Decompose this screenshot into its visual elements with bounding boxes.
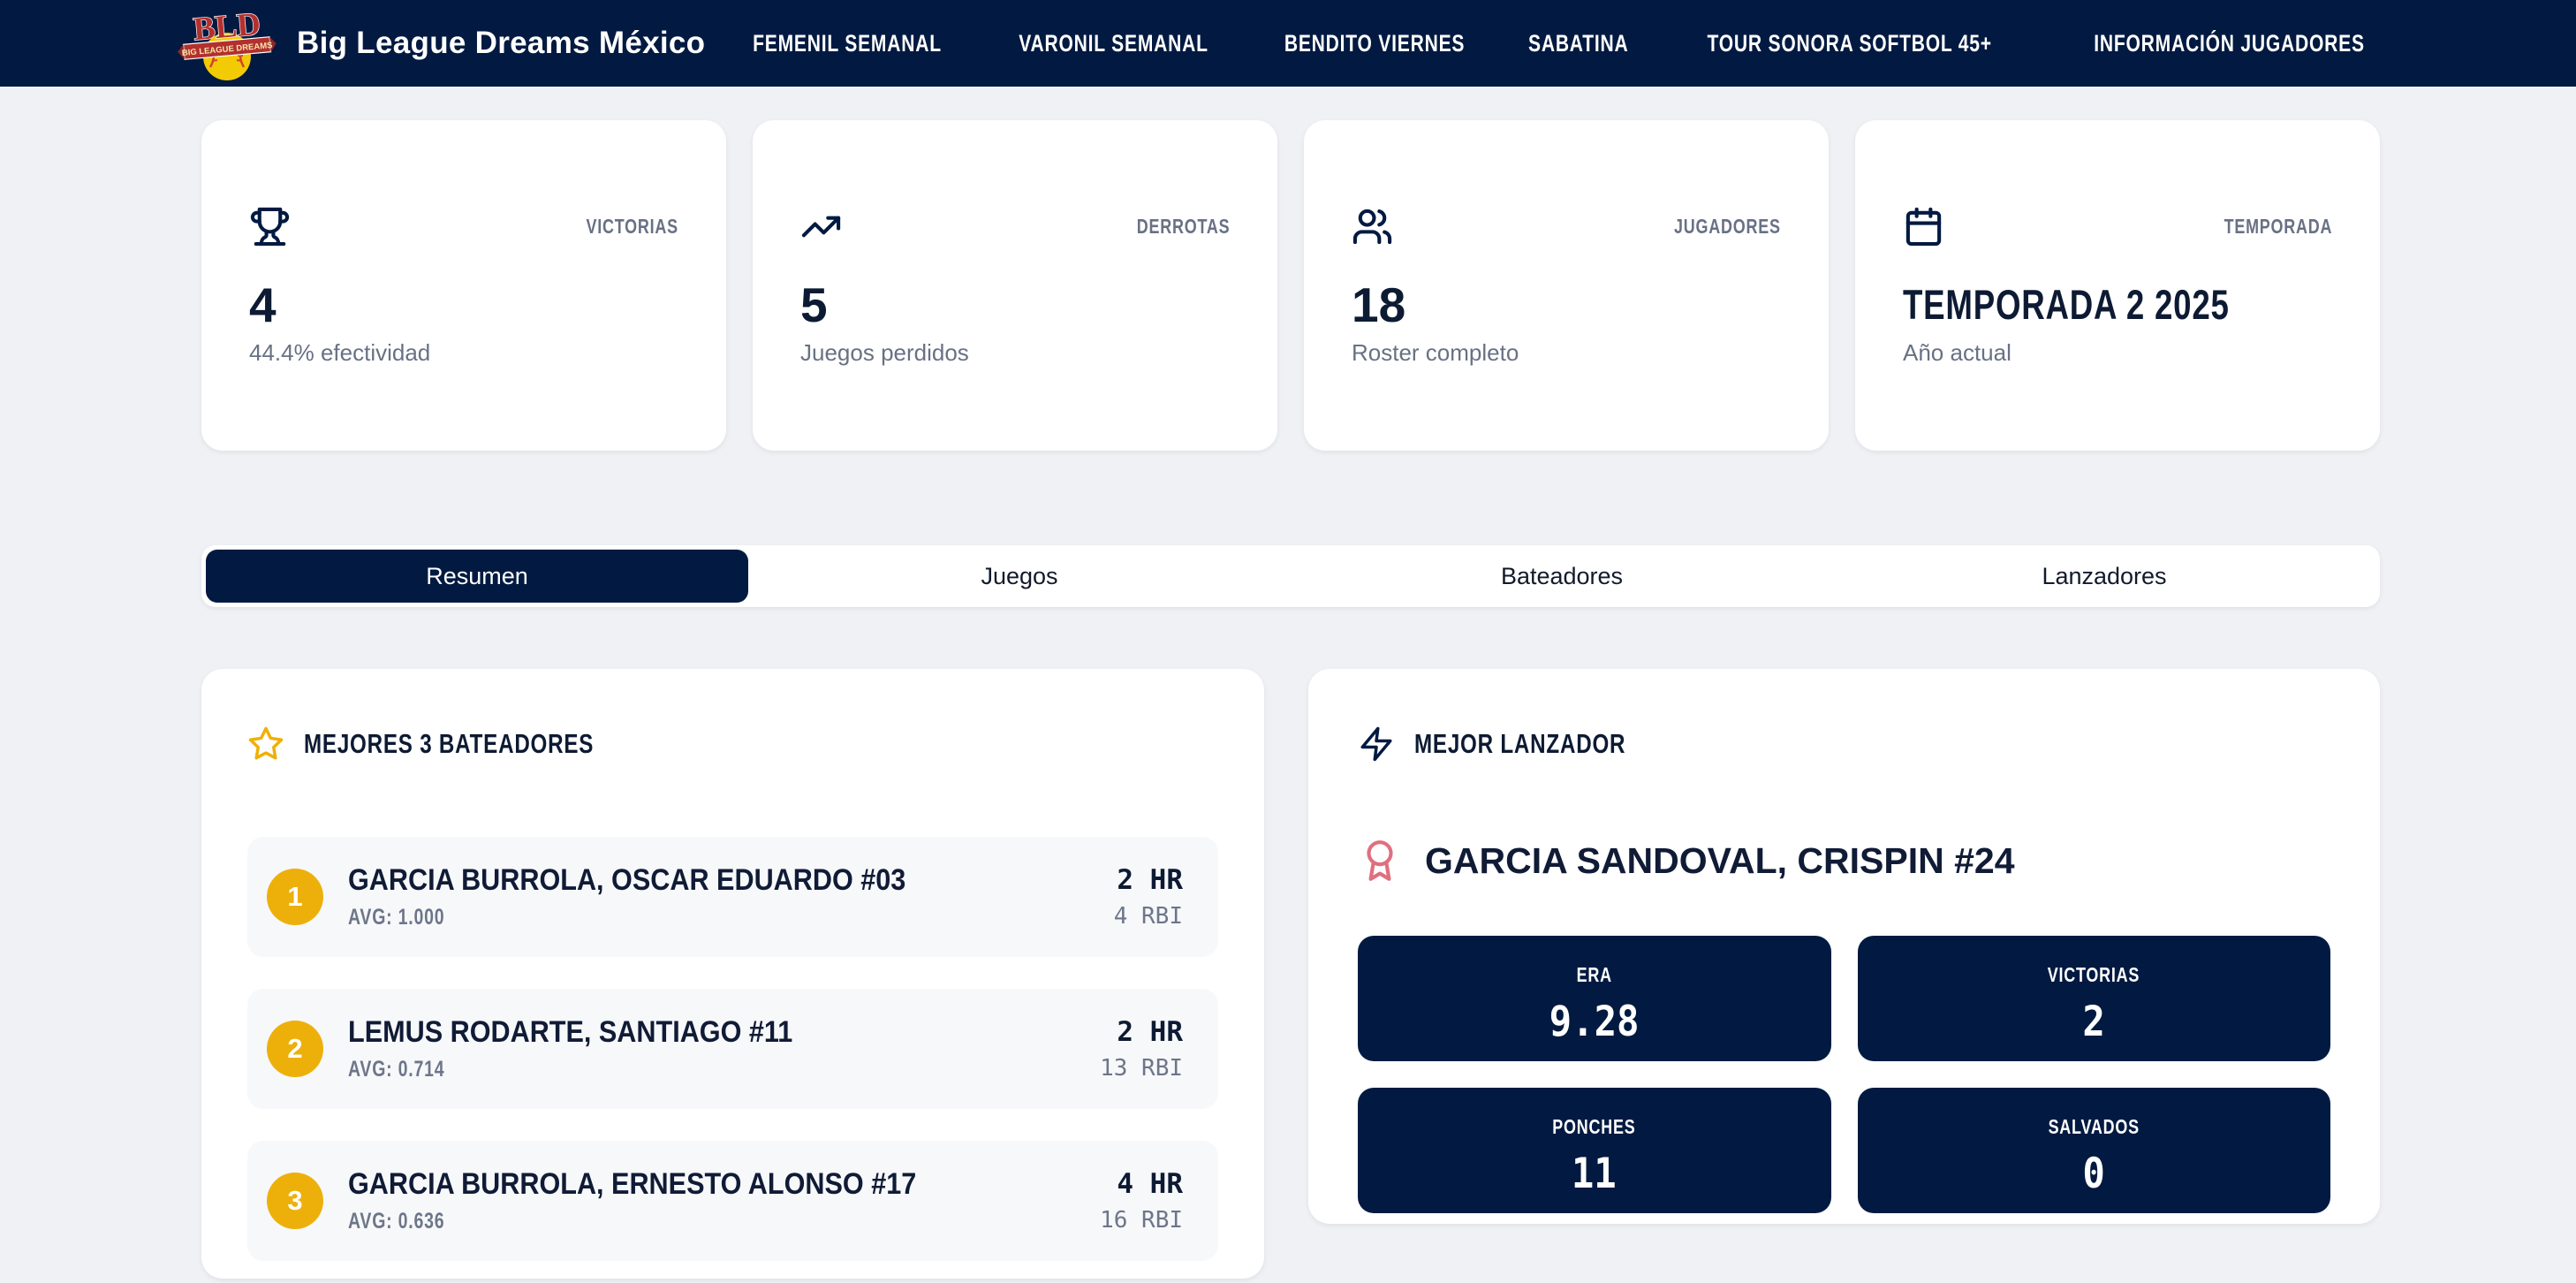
stat-card-subtext: Roster completo <box>1352 339 1519 366</box>
batter-rbi: 16 RBI <box>1100 1207 1183 1234</box>
award-medal-icon <box>1367 840 1393 881</box>
pitcher-name: GARCIA SANDOVAL, CRISPIN #24 <box>1425 839 2015 881</box>
batter-hr: 2 HR <box>1117 864 1183 896</box>
trophy-icon <box>249 206 291 247</box>
stat-card-value: 5 <box>800 277 828 332</box>
stat-card-label: JUGADORES <box>1674 214 1781 238</box>
stat-card-victorias: VICTORIAS 4 44.4% efectividad <box>201 120 726 451</box>
nav-item-bendito-viernes[interactable]: BENDITO VIERNES <box>1284 29 1466 57</box>
tab-resumen[interactable]: Resumen <box>206 550 748 603</box>
pitcher-stats-grid: ERA 9.28 VICTORIAS 2 PONCHES 11 SALVADOS… <box>1358 936 2330 1213</box>
rank-badge: 2 <box>267 1021 323 1077</box>
batter-list: 1 GARCIA BURROLA, OSCAR EDUARDO #03 AVG:… <box>247 837 1218 1261</box>
stat-card-subtext: 44.4% efectividad <box>249 339 431 366</box>
batter-hr: 4 HR <box>1117 1168 1183 1200</box>
nav-item-femenil-semanal[interactable]: FEMENIL SEMANAL <box>753 29 942 57</box>
batter-row-2: 2 LEMUS RODARTE, SANTIAGO #11 AVG: 0.714… <box>247 989 1218 1109</box>
stat-card-value: 4 <box>249 277 277 332</box>
main-nav: FEMENIL SEMANAL VARONIL SEMANAL BENDITO … <box>726 30 2403 57</box>
batter-avg: AVG: 1.000 <box>348 905 445 930</box>
top-navbar: BLD BIG LEAGUE DREAMS Big League Dreams … <box>0 0 2576 87</box>
stat-card-value: 18 <box>1352 277 1406 332</box>
nav-item-tour-sonora-softbol[interactable]: TOUR SONORA SOFTBOL 45+ <box>1707 29 1992 57</box>
batter-rbi: 4 RBI <box>1113 903 1183 930</box>
tab-bateadores[interactable]: Bateadores <box>1500 562 1624 589</box>
stats-summary-row: VICTORIAS 4 44.4% efectividad DERROTAS 5… <box>0 87 2576 451</box>
best-batters-panel: MEJORES 3 BATEADORES 1 GARCIA BURROLA, O… <box>201 669 1264 1279</box>
star-icon <box>248 726 284 760</box>
stat-card-subtext: Juegos perdidos <box>800 339 969 366</box>
batter-row-1: 1 GARCIA BURROLA, OSCAR EDUARDO #03 AVG:… <box>247 837 1218 957</box>
stat-card-derrotas: DERROTAS 5 Juegos perdidos <box>753 120 1277 451</box>
calendar-icon <box>1903 206 1944 247</box>
site-title: Big League Dreams México <box>297 26 706 60</box>
pitcher-stat-ponches: PONCHES 11 <box>1358 1088 1831 1213</box>
nav-item-varonil-semanal[interactable]: VARONIL SEMANAL <box>1019 29 1208 57</box>
stat-card-label: DERROTAS <box>1136 214 1230 238</box>
zap-icon <box>1360 726 1392 762</box>
users-icon <box>1352 206 1393 247</box>
stat-card-value: TEMPORADA 2 2025 <box>1903 281 2230 328</box>
batter-name: LEMUS RODARTE, SANTIAGO #11 <box>348 1015 793 1049</box>
nav-item-informacion-jugadores[interactable]: INFORMACIÓN JUGADORES <box>2094 29 2365 57</box>
bld-logo[interactable]: BLD BIG LEAGUE DREAMS <box>175 2 279 85</box>
batter-row-3: 3 GARCIA BURROLA, ERNESTO ALONSO #17 AVG… <box>247 1141 1218 1261</box>
stat-card-label: TEMPORADA <box>2224 214 2332 238</box>
nav-item-sabatina[interactable]: SABATINA <box>1528 29 1629 57</box>
rank-badge: 1 <box>267 869 323 925</box>
tab-lanzadores[interactable]: Lanzadores <box>2042 562 2167 589</box>
stat-card-jugadores: JUGADORES 18 Roster completo <box>1304 120 1829 451</box>
pitcher-stat-era: ERA 9.28 <box>1358 936 1831 1061</box>
best-pitcher-panel: MEJOR LANZADOR GARCIA SANDOVAL, CRISPIN … <box>1308 669 2380 1224</box>
batter-name: GARCIA BURROLA, OSCAR EDUARDO #03 <box>348 863 906 897</box>
rank-badge: 3 <box>267 1173 323 1229</box>
tab-juegos[interactable]: Juegos <box>981 562 1058 589</box>
trending-up-icon <box>800 206 842 247</box>
pitcher-stat-salvados: SALVADOS 0 <box>1857 1088 2330 1213</box>
resumen-content: MEJORES 3 BATEADORES 1 GARCIA BURROLA, O… <box>0 607 2576 1279</box>
batter-rbi: 13 RBI <box>1100 1055 1183 1082</box>
stat-card-subtext: Año actual <box>1903 339 2012 366</box>
section-tabs: Resumen Juegos Bateadores Lanzadores <box>201 545 2380 607</box>
best-pitcher-title: MEJOR LANZADOR <box>1414 728 1626 759</box>
pitcher-stat-victorias: VICTORIAS 2 <box>1857 936 2330 1061</box>
batter-avg: AVG: 0.714 <box>348 1057 445 1082</box>
batter-avg: AVG: 0.636 <box>348 1209 445 1234</box>
batter-hr: 2 HR <box>1117 1016 1183 1048</box>
stat-card-temporada: TEMPORADA TEMPORADA 2 2025 Año actual <box>1855 120 2380 451</box>
batter-name: GARCIA BURROLA, ERNESTO ALONSO #17 <box>348 1167 917 1201</box>
stat-card-label: VICTORIAS <box>586 214 678 238</box>
best-batters-title: MEJORES 3 BATEADORES <box>304 728 595 759</box>
